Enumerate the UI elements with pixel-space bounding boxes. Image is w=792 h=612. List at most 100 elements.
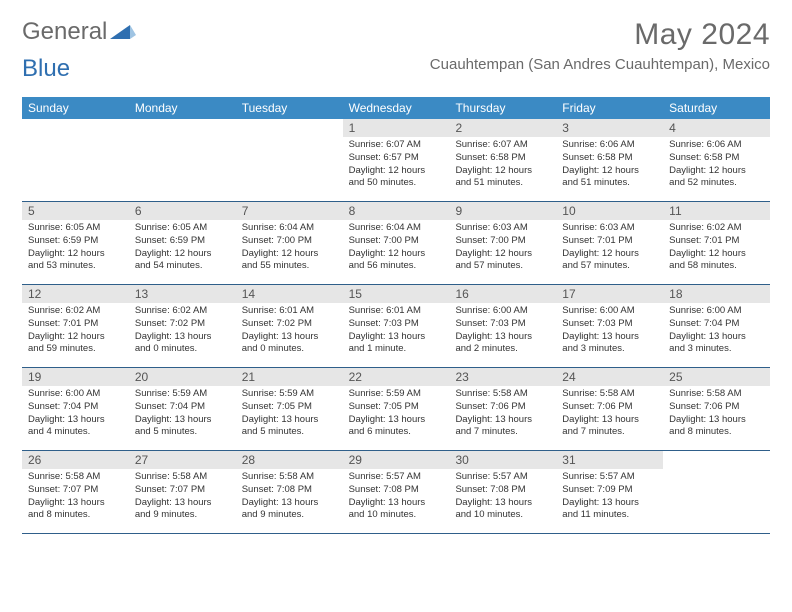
calendar-day: 2Sunrise: 6:07 AMSunset: 6:58 PMDaylight… bbox=[449, 119, 556, 201]
daylight-line: Daylight: 13 hours and 4 minutes. bbox=[28, 414, 123, 440]
calendar-week: 12Sunrise: 6:02 AMSunset: 7:01 PMDayligh… bbox=[22, 285, 770, 368]
location: Cuauhtempan (San Andres Cuauhtempan), Me… bbox=[430, 56, 770, 73]
day-number: 8 bbox=[343, 202, 450, 220]
sunset-line: Sunset: 7:03 PM bbox=[455, 318, 550, 331]
daylight-line: Daylight: 12 hours and 57 minutes. bbox=[455, 248, 550, 274]
sunrise-line: Sunrise: 5:57 AM bbox=[455, 471, 550, 484]
daylight-line: Daylight: 13 hours and 9 minutes. bbox=[242, 497, 337, 523]
day-number: 11 bbox=[663, 202, 770, 220]
sunset-line: Sunset: 7:06 PM bbox=[455, 401, 550, 414]
calendar-day: 6Sunrise: 6:05 AMSunset: 6:59 PMDaylight… bbox=[129, 202, 236, 284]
sunset-line: Sunset: 6:59 PM bbox=[28, 235, 123, 248]
day-body bbox=[663, 469, 770, 475]
daylight-line: Daylight: 13 hours and 10 minutes. bbox=[349, 497, 444, 523]
daylight-line: Daylight: 13 hours and 2 minutes. bbox=[455, 331, 550, 357]
day-of-week-cell: Sunday bbox=[22, 97, 129, 119]
daylight-line: Daylight: 12 hours and 59 minutes. bbox=[28, 331, 123, 357]
daylight-line: Daylight: 13 hours and 8 minutes. bbox=[669, 414, 764, 440]
calendar-week: 5Sunrise: 6:05 AMSunset: 6:59 PMDaylight… bbox=[22, 202, 770, 285]
day-number: 28 bbox=[236, 451, 343, 469]
sunrise-line: Sunrise: 5:59 AM bbox=[242, 388, 337, 401]
day-body: Sunrise: 5:59 AMSunset: 7:05 PMDaylight:… bbox=[236, 386, 343, 443]
day-body: Sunrise: 5:58 AMSunset: 7:07 PMDaylight:… bbox=[129, 469, 236, 526]
sunset-line: Sunset: 7:08 PM bbox=[349, 484, 444, 497]
sunrise-line: Sunrise: 6:02 AM bbox=[28, 305, 123, 318]
day-body: Sunrise: 5:58 AMSunset: 7:06 PMDaylight:… bbox=[449, 386, 556, 443]
sunrise-line: Sunrise: 6:04 AM bbox=[349, 222, 444, 235]
sunrise-line: Sunrise: 6:00 AM bbox=[455, 305, 550, 318]
calendar-day: 11Sunrise: 6:02 AMSunset: 7:01 PMDayligh… bbox=[663, 202, 770, 284]
calendar-day bbox=[236, 119, 343, 201]
sunset-line: Sunset: 7:04 PM bbox=[28, 401, 123, 414]
sunrise-line: Sunrise: 6:05 AM bbox=[28, 222, 123, 235]
day-number: 26 bbox=[22, 451, 129, 469]
sunset-line: Sunset: 7:08 PM bbox=[242, 484, 337, 497]
daylight-line: Daylight: 13 hours and 3 minutes. bbox=[562, 331, 657, 357]
sunrise-line: Sunrise: 6:03 AM bbox=[562, 222, 657, 235]
sunset-line: Sunset: 7:08 PM bbox=[455, 484, 550, 497]
calendar-day: 26Sunrise: 5:58 AMSunset: 7:07 PMDayligh… bbox=[22, 451, 129, 533]
day-body: Sunrise: 6:02 AMSunset: 7:02 PMDaylight:… bbox=[129, 303, 236, 360]
sunrise-line: Sunrise: 5:58 AM bbox=[135, 471, 230, 484]
sunset-line: Sunset: 7:09 PM bbox=[562, 484, 657, 497]
day-body bbox=[129, 137, 236, 143]
calendar-day: 27Sunrise: 5:58 AMSunset: 7:07 PMDayligh… bbox=[129, 451, 236, 533]
day-body: Sunrise: 6:07 AMSunset: 6:58 PMDaylight:… bbox=[449, 137, 556, 194]
calendar-day: 9Sunrise: 6:03 AMSunset: 7:00 PMDaylight… bbox=[449, 202, 556, 284]
sunrise-line: Sunrise: 5:58 AM bbox=[669, 388, 764, 401]
day-number: 29 bbox=[343, 451, 450, 469]
day-number: 19 bbox=[22, 368, 129, 386]
day-body: Sunrise: 5:58 AMSunset: 7:08 PMDaylight:… bbox=[236, 469, 343, 526]
day-number: 14 bbox=[236, 285, 343, 303]
calendar-day: 14Sunrise: 6:01 AMSunset: 7:02 PMDayligh… bbox=[236, 285, 343, 367]
day-of-week-cell: Thursday bbox=[449, 97, 556, 119]
sunrise-line: Sunrise: 6:00 AM bbox=[28, 388, 123, 401]
calendar-day: 1Sunrise: 6:07 AMSunset: 6:57 PMDaylight… bbox=[343, 119, 450, 201]
sunrise-line: Sunrise: 6:01 AM bbox=[349, 305, 444, 318]
day-of-week-cell: Friday bbox=[556, 97, 663, 119]
daylight-line: Daylight: 13 hours and 7 minutes. bbox=[562, 414, 657, 440]
day-of-week-cell: Monday bbox=[129, 97, 236, 119]
calendar-day: 5Sunrise: 6:05 AMSunset: 6:59 PMDaylight… bbox=[22, 202, 129, 284]
calendar-day: 3Sunrise: 6:06 AMSunset: 6:58 PMDaylight… bbox=[556, 119, 663, 201]
calendar-day: 4Sunrise: 6:06 AMSunset: 6:58 PMDaylight… bbox=[663, 119, 770, 201]
day-body: Sunrise: 6:04 AMSunset: 7:00 PMDaylight:… bbox=[343, 220, 450, 277]
sunset-line: Sunset: 6:58 PM bbox=[562, 152, 657, 165]
daylight-line: Daylight: 13 hours and 8 minutes. bbox=[28, 497, 123, 523]
calendar-day: 22Sunrise: 5:59 AMSunset: 7:05 PMDayligh… bbox=[343, 368, 450, 450]
sunset-line: Sunset: 7:02 PM bbox=[135, 318, 230, 331]
day-of-week-cell: Tuesday bbox=[236, 97, 343, 119]
daylight-line: Daylight: 13 hours and 11 minutes. bbox=[562, 497, 657, 523]
calendar-day: 15Sunrise: 6:01 AMSunset: 7:03 PMDayligh… bbox=[343, 285, 450, 367]
calendar-day bbox=[129, 119, 236, 201]
calendar-day: 25Sunrise: 5:58 AMSunset: 7:06 PMDayligh… bbox=[663, 368, 770, 450]
day-number: 27 bbox=[129, 451, 236, 469]
sunset-line: Sunset: 7:05 PM bbox=[242, 401, 337, 414]
calendar-day bbox=[22, 119, 129, 201]
day-number: 20 bbox=[129, 368, 236, 386]
sunset-line: Sunset: 7:06 PM bbox=[562, 401, 657, 414]
day-body: Sunrise: 6:04 AMSunset: 7:00 PMDaylight:… bbox=[236, 220, 343, 277]
day-body: Sunrise: 6:02 AMSunset: 7:01 PMDaylight:… bbox=[22, 303, 129, 360]
day-body: Sunrise: 5:57 AMSunset: 7:08 PMDaylight:… bbox=[449, 469, 556, 526]
day-body: Sunrise: 6:00 AMSunset: 7:04 PMDaylight:… bbox=[663, 303, 770, 360]
logo-text-a: General bbox=[22, 18, 107, 46]
calendar-day: 29Sunrise: 5:57 AMSunset: 7:08 PMDayligh… bbox=[343, 451, 450, 533]
sunrise-line: Sunrise: 6:06 AM bbox=[669, 139, 764, 152]
daylight-line: Daylight: 13 hours and 9 minutes. bbox=[135, 497, 230, 523]
calendar-day: 16Sunrise: 6:00 AMSunset: 7:03 PMDayligh… bbox=[449, 285, 556, 367]
sunrise-line: Sunrise: 6:07 AM bbox=[349, 139, 444, 152]
sunrise-line: Sunrise: 6:07 AM bbox=[455, 139, 550, 152]
day-number: 6 bbox=[129, 202, 236, 220]
day-body: Sunrise: 6:00 AMSunset: 7:03 PMDaylight:… bbox=[556, 303, 663, 360]
daylight-line: Daylight: 12 hours and 52 minutes. bbox=[669, 165, 764, 191]
day-body: Sunrise: 5:58 AMSunset: 7:06 PMDaylight:… bbox=[556, 386, 663, 443]
day-number: 7 bbox=[236, 202, 343, 220]
day-number bbox=[236, 119, 343, 137]
sunrise-line: Sunrise: 6:02 AM bbox=[135, 305, 230, 318]
logo-triangle-icon bbox=[110, 23, 136, 41]
day-body bbox=[236, 137, 343, 143]
calendar-week: 1Sunrise: 6:07 AMSunset: 6:57 PMDaylight… bbox=[22, 119, 770, 202]
day-body: Sunrise: 6:05 AMSunset: 6:59 PMDaylight:… bbox=[129, 220, 236, 277]
daylight-line: Daylight: 12 hours and 54 minutes. bbox=[135, 248, 230, 274]
